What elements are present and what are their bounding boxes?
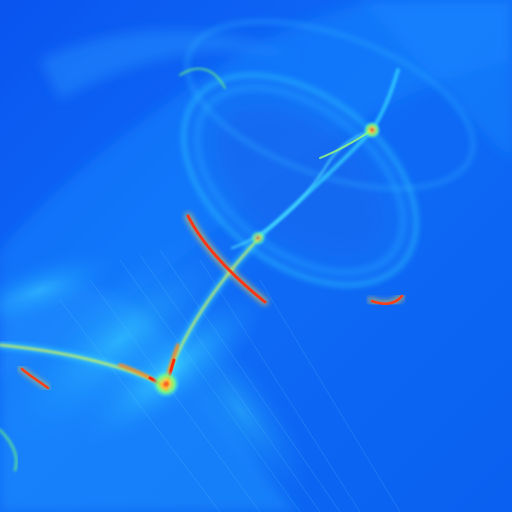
fractal-image	[0, 0, 512, 512]
fractal-canvas	[0, 0, 512, 512]
